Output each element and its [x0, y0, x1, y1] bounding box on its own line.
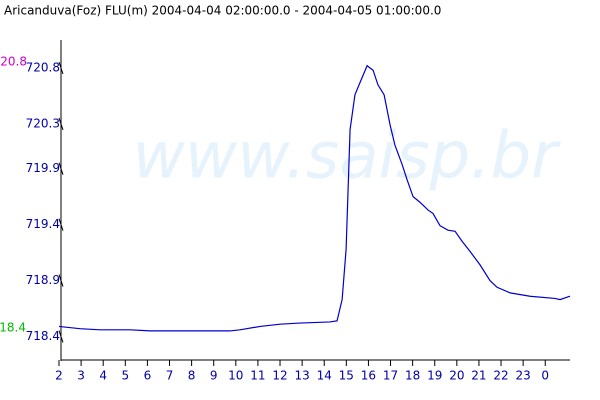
x-tick-label: 12	[272, 369, 287, 383]
y-tick-label: 719.9	[26, 161, 60, 175]
y-tick	[58, 218, 64, 231]
y-tick	[58, 117, 64, 131]
data-line	[58, 64, 571, 332]
chart-title: Aricanduva(Foz) FLU(m) 2004-04-04 02:00:…	[4, 4, 441, 18]
x-tick-label: 9	[210, 369, 218, 383]
x-tick-label: 6	[144, 369, 152, 383]
x-tick-label: 23	[516, 369, 531, 383]
x-tick-label: 0	[541, 369, 549, 383]
x-tick-label: 4	[99, 369, 107, 383]
y-tick-label: 720.8	[26, 60, 60, 74]
y-tick	[58, 274, 64, 287]
x-tick-label: 10	[228, 369, 243, 383]
y-tick-label: 718.4	[26, 329, 60, 343]
y-tick-label: 718.9	[26, 273, 60, 287]
x-tick-label: 5	[121, 369, 129, 383]
min-label: 718.4	[0, 321, 26, 335]
watermark: www.saisp.br	[133, 120, 562, 194]
x-tick-label: 13	[294, 369, 309, 383]
y-tick	[58, 330, 64, 343]
y-tick	[58, 61, 64, 75]
x-tick-label: 3	[77, 369, 85, 383]
x-tick-label: 8	[188, 369, 196, 383]
x-tick-label: 15	[339, 369, 354, 383]
y-tick-label: 719.4	[26, 217, 60, 231]
y-tick-label: 720.3	[26, 116, 60, 130]
x-tick-label: 20	[449, 369, 464, 383]
x-tick-label: 22	[493, 369, 508, 383]
x-tick-label: 21	[471, 369, 486, 383]
y-tick	[58, 162, 64, 175]
x-tick-label: 17	[383, 369, 398, 383]
x-tick-label: 19	[427, 369, 442, 383]
x-tick-label: 14	[317, 369, 332, 383]
x-tick-label: 16	[361, 369, 376, 383]
max-label: 720.8	[0, 55, 27, 69]
x-tick-label: 2	[55, 369, 63, 383]
x-tick-label: 18	[405, 369, 420, 383]
x-tick-label: 11	[250, 369, 265, 383]
x-tick-label: 7	[166, 369, 174, 383]
